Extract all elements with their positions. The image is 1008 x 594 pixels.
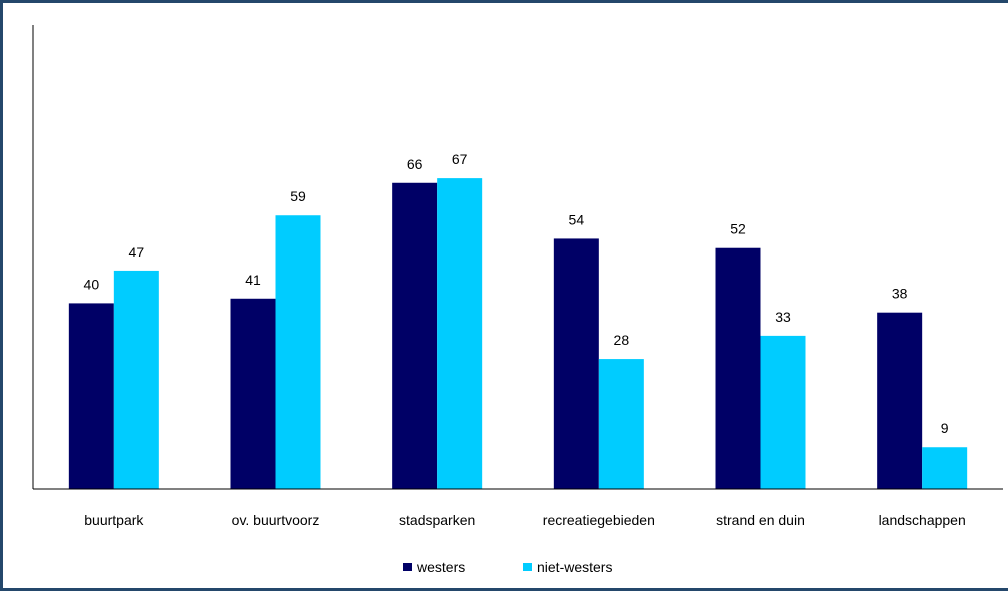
legend: westers niet-westers (403, 559, 612, 575)
bar-niet-westers (437, 178, 483, 489)
bars-group (68, 178, 968, 490)
value-label: 38 (892, 286, 908, 302)
bar-niet-westers (113, 270, 159, 489)
value-label: 33 (775, 309, 791, 325)
legend-label: niet-westers (537, 559, 612, 575)
bar-niet-westers (598, 359, 644, 489)
category-label: strand en duin (716, 512, 805, 528)
bar-westers (877, 312, 923, 489)
bar-westers (230, 298, 276, 489)
bar-westers (715, 247, 761, 489)
value-label: 66 (407, 156, 423, 172)
value-label: 59 (290, 188, 306, 204)
value-label: 28 (614, 332, 630, 348)
value-label: 67 (452, 151, 468, 167)
value-label: 41 (245, 272, 261, 288)
category-label: landschappen (879, 512, 966, 528)
value-label: 47 (129, 244, 145, 260)
bar-niet-westers (760, 335, 806, 489)
value-label: 9 (941, 420, 949, 436)
bar-westers (392, 182, 438, 489)
category-label: recreatiegebieden (543, 512, 655, 528)
value-labels-group: 40 47 41 59 66 67 54 28 52 33 38 9 (84, 151, 949, 436)
value-label: 52 (730, 221, 746, 237)
legend-swatch-niet-westers (523, 563, 532, 571)
legend-label: westers (416, 559, 465, 575)
bar-westers (553, 238, 599, 489)
category-label: ov. buurtvoorz (232, 512, 320, 528)
category-label: stadsparken (399, 512, 475, 528)
legend-swatch-westers (403, 563, 412, 571)
bar-niet-westers (922, 447, 968, 489)
bar-westers (68, 303, 114, 489)
bar-niet-westers (275, 215, 321, 490)
value-label: 40 (84, 276, 100, 292)
category-label: buurtpark (84, 512, 144, 528)
bar-chart: 40 47 41 59 66 67 54 28 52 33 38 9 buurtpark ov. buu… (32, 25, 1003, 575)
value-label: 54 (569, 211, 585, 227)
category-labels-group: buurtpark ov. buurtvoorz stadsparken recrea… (84, 512, 966, 528)
